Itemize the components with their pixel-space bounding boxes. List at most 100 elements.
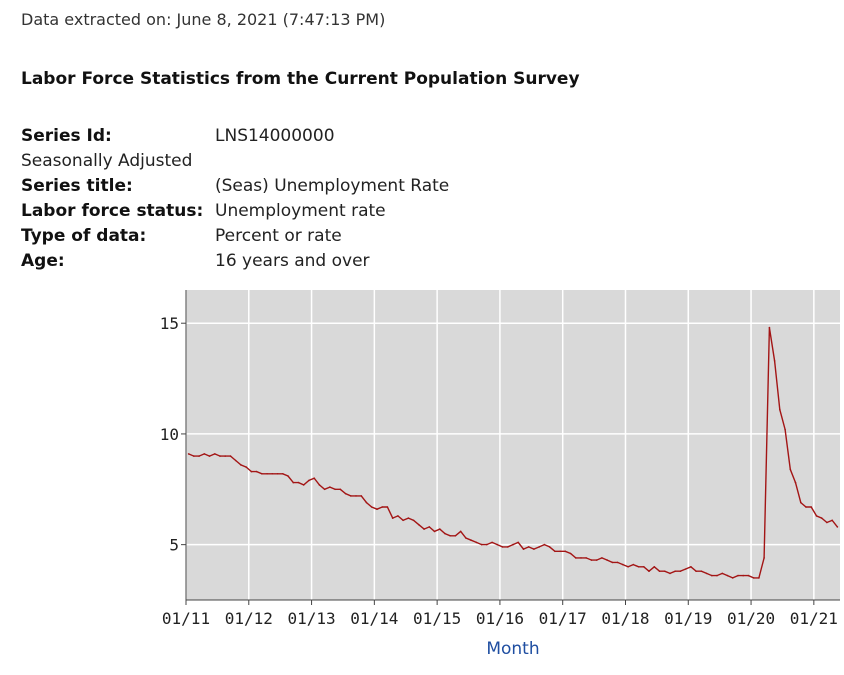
type-of-data-label: Type of data:: [21, 226, 147, 246]
data-point: [240, 464, 242, 466]
data-point: [465, 537, 467, 539]
x-tick-label: 01/16: [476, 609, 524, 628]
data-point: [684, 568, 687, 570]
data-point: [198, 455, 200, 457]
age-label: Age:: [21, 251, 65, 271]
data-point: [669, 572, 671, 575]
data-point: [575, 557, 577, 559]
x-tick-label: 01/12: [225, 609, 273, 628]
data-point: [292, 481, 295, 484]
seasonal-adjustment: Seasonally Adjusted: [21, 151, 193, 171]
data-point: [711, 574, 713, 577]
data-point: [721, 572, 724, 575]
data-point: [444, 532, 446, 535]
data-point: [507, 546, 509, 548]
data-point: [784, 428, 786, 431]
data-point: [386, 506, 389, 508]
data-point: [470, 539, 472, 541]
data-point: [433, 530, 436, 533]
data-point: [731, 577, 734, 579]
data-point: [234, 459, 237, 462]
data-point: [313, 477, 316, 480]
data-point: [716, 574, 718, 577]
data-point: [323, 488, 326, 491]
data-point: [365, 501, 368, 504]
data-point: [491, 541, 493, 544]
data-point: [459, 530, 462, 533]
data-point: [632, 563, 635, 566]
y-tick-label: 15: [160, 314, 179, 333]
data-point: [810, 506, 812, 508]
data-point: [501, 546, 504, 548]
data-point: [402, 519, 404, 522]
data-point: [747, 574, 750, 577]
data-point: [454, 535, 457, 537]
data-point: [569, 552, 572, 555]
series-title-label: Series title:: [21, 176, 133, 196]
data-point: [423, 528, 425, 530]
data-point: [763, 557, 765, 559]
data-point: [496, 543, 499, 546]
data-points: [187, 326, 839, 579]
data-point: [533, 548, 535, 550]
data-point: [512, 543, 514, 546]
data-point: [381, 506, 384, 508]
data-point: [276, 473, 279, 475]
data-point: [229, 455, 232, 457]
data-point: [789, 468, 792, 471]
data-point: [339, 488, 342, 491]
data-point: [554, 550, 556, 553]
data-point: [517, 541, 519, 544]
data-point: [580, 557, 582, 559]
x-tick-label: 01/17: [539, 609, 587, 628]
data-point: [527, 546, 530, 548]
labor-force-status-value: Unemployment rate: [215, 201, 386, 221]
data-point: [836, 526, 839, 528]
data-point: [214, 453, 216, 455]
x-tick-label: 01/18: [601, 609, 649, 628]
data-point: [428, 526, 431, 528]
data-point: [302, 484, 305, 486]
data-point: [418, 523, 420, 526]
x-axis-title: Month: [486, 639, 539, 659]
data-point: [203, 453, 206, 455]
data-point: [449, 535, 452, 537]
data-point: [391, 517, 394, 519]
data-point: [826, 521, 828, 524]
age-value: 16 years and over: [215, 251, 370, 271]
data-point: [282, 473, 284, 475]
data-point: [752, 577, 755, 579]
data-point: [779, 408, 781, 411]
y-tick-label: 5: [169, 536, 179, 555]
data-point: [486, 543, 488, 546]
data-point: [439, 528, 441, 530]
data-point: [616, 561, 619, 564]
x-tick-label: 01/21: [790, 609, 838, 628]
x-tick-label: 01/15: [413, 609, 461, 628]
data-point: [224, 455, 226, 457]
data-point: [794, 481, 797, 484]
data-point: [815, 515, 818, 517]
data-point: [622, 563, 624, 566]
data-point: [376, 508, 378, 511]
data-point: [601, 557, 603, 559]
data-point: [334, 488, 336, 491]
x-tick-label: 01/14: [350, 609, 398, 628]
data-point: [412, 519, 415, 522]
data-point: [266, 473, 268, 475]
data-point: [548, 546, 551, 548]
data-point: [820, 517, 823, 519]
data-point: [653, 566, 656, 568]
page-title: Labor Force Statistics from the Current …: [21, 69, 580, 89]
extraction-date: Data extracted on: June 8, 2021 (7:47:13…: [21, 10, 386, 29]
data-point: [543, 543, 546, 546]
data-point: [219, 455, 221, 457]
plot-area: [186, 290, 840, 600]
data-point: [690, 566, 692, 568]
type-of-data-value: Percent or rate: [215, 226, 342, 246]
x-tick-label: 01/20: [727, 609, 775, 628]
data-point: [360, 495, 363, 497]
data-point: [674, 570, 676, 572]
data-point: [648, 570, 650, 572]
